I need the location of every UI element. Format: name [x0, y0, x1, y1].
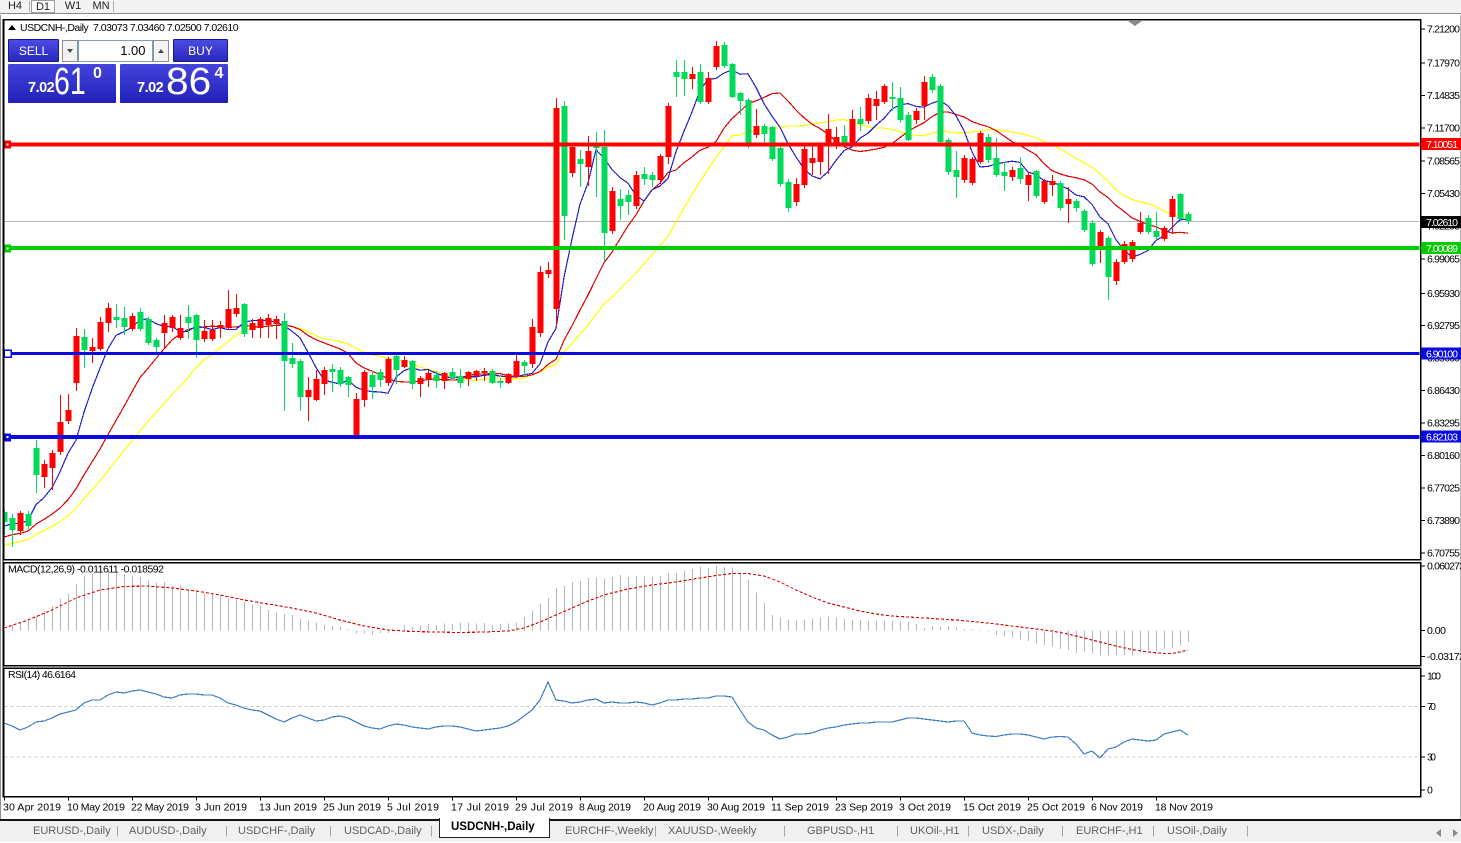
svg-text:6.77025: 6.77025 — [1427, 483, 1460, 495]
svg-text:23 Sep 2019: 23 Sep 2019 — [835, 802, 893, 814]
svg-text:6.99065: 6.99065 — [1427, 254, 1460, 266]
svg-text:7.14835: 7.14835 — [1427, 90, 1460, 102]
svg-text:0: 0 — [1427, 785, 1433, 797]
svg-text:30 Apr 2019: 30 Apr 2019 — [3, 802, 61, 814]
svg-text:7.10051: 7.10051 — [1426, 139, 1458, 151]
svg-text:6.92795: 6.92795 — [1427, 320, 1460, 332]
svg-text:6.86430: 6.86430 — [1427, 385, 1460, 397]
svg-text:70: 70 — [1427, 701, 1436, 713]
svg-text:7.21200: 7.21200 — [1427, 24, 1460, 36]
svg-text:MACD(12,26,9) -0.011611 -0.018: MACD(12,26,9) -0.011611 -0.018592 — [8, 564, 164, 576]
svg-text:-0.03172: -0.03172 — [1427, 651, 1461, 663]
svg-text:22 May 2019: 22 May 2019 — [131, 802, 189, 814]
svg-text:100: 100 — [1427, 671, 1441, 683]
svg-text:RSI(14) 46.6164: RSI(14) 46.6164 — [8, 669, 76, 681]
svg-text:5 Jul 2019: 5 Jul 2019 — [387, 802, 439, 814]
svg-text:6.90100: 6.90100 — [1426, 348, 1458, 360]
svg-text:11 Sep 2019: 11 Sep 2019 — [771, 802, 829, 814]
svg-text:7.17970: 7.17970 — [1427, 58, 1460, 70]
svg-text:6.83295: 6.83295 — [1427, 418, 1460, 430]
svg-text:6 Nov 2019: 6 Nov 2019 — [1091, 802, 1143, 814]
svg-text:25 Jun 2019: 25 Jun 2019 — [323, 802, 381, 814]
svg-text:29 Jul 2019: 29 Jul 2019 — [515, 802, 573, 814]
svg-text:3 Jun 2019: 3 Jun 2019 — [195, 802, 247, 814]
svg-text:6.73890: 6.73890 — [1427, 515, 1460, 527]
svg-text:6.70755: 6.70755 — [1427, 548, 1460, 560]
svg-text:25 Oct 2019: 25 Oct 2019 — [1027, 802, 1085, 814]
svg-text:20 Aug 2019: 20 Aug 2019 — [643, 802, 701, 814]
svg-text:30: 30 — [1427, 752, 1436, 764]
svg-text:7.05430: 7.05430 — [1427, 188, 1460, 200]
svg-text:6.80160: 6.80160 — [1427, 450, 1460, 462]
svg-text:10 May 2019: 10 May 2019 — [67, 802, 125, 814]
svg-text:18 Nov 2019: 18 Nov 2019 — [1155, 802, 1213, 814]
svg-text:30 Aug 2019: 30 Aug 2019 — [707, 802, 765, 814]
svg-text:0.060273: 0.060273 — [1427, 561, 1461, 573]
svg-text:6.82103: 6.82103 — [1426, 431, 1458, 443]
svg-text:8 Aug 2019: 8 Aug 2019 — [579, 802, 631, 814]
svg-text:3 Oct 2019: 3 Oct 2019 — [899, 802, 951, 814]
svg-text:0.00: 0.00 — [1427, 625, 1446, 637]
svg-text:15 Oct 2019: 15 Oct 2019 — [963, 802, 1021, 814]
svg-text:7.00089: 7.00089 — [1426, 243, 1458, 255]
svg-text:7.08565: 7.08565 — [1427, 156, 1460, 168]
svg-text:17 Jul 2019: 17 Jul 2019 — [451, 802, 509, 814]
svg-text:7.02610: 7.02610 — [1426, 217, 1458, 229]
svg-text:7.11700: 7.11700 — [1427, 123, 1460, 135]
svg-text:6.95930: 6.95930 — [1427, 288, 1460, 300]
svg-text:13 Jun 2019: 13 Jun 2019 — [259, 802, 317, 814]
